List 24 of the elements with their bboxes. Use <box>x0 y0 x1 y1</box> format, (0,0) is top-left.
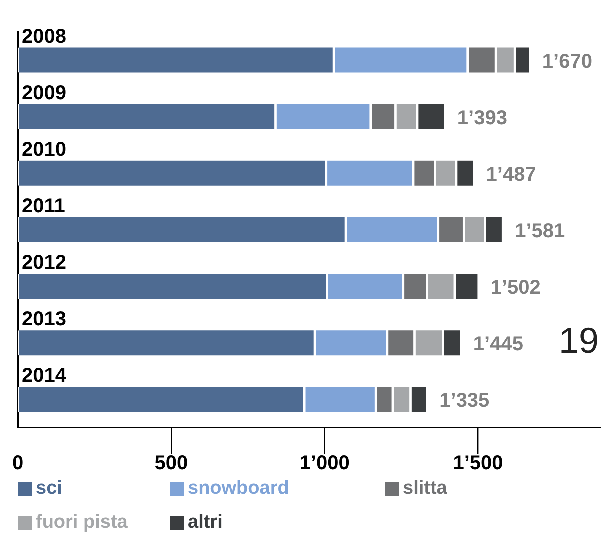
total-label: 1’670 <box>542 50 592 73</box>
legend-label: sci <box>36 478 62 500</box>
total-label: 1’502 <box>490 277 541 300</box>
y-tick-label: 2011 <box>22 196 66 218</box>
x-tick-label: 1’500 <box>453 452 504 475</box>
y-tick-label: 2010 <box>22 138 66 161</box>
total-label: 1’335 <box>440 390 490 412</box>
y-tick-label: 2009 <box>22 82 66 104</box>
x-tick-label: 0 <box>12 452 24 475</box>
legend-label: altri <box>188 512 223 534</box>
total-label: 1’393 <box>457 107 508 130</box>
y-tick-label: 2013 <box>22 308 66 331</box>
total-label: 1’581 <box>515 220 566 243</box>
y-tick-label: 2008 <box>22 26 66 48</box>
y-tick-label: 2014 <box>22 365 68 388</box>
annotation: 19 <box>558 320 599 362</box>
x-tick-label: 500 <box>154 452 188 475</box>
legend-label: slitta <box>403 478 448 500</box>
total-label: 1’487 <box>486 164 536 186</box>
legend-label: snowboard <box>188 478 290 500</box>
total-label: 1’445 <box>473 334 524 356</box>
x-tick-label: 1’000 <box>300 452 350 475</box>
legend-label: fuori pista <box>36 512 128 534</box>
y-tick-label: 2012 <box>22 252 66 274</box>
